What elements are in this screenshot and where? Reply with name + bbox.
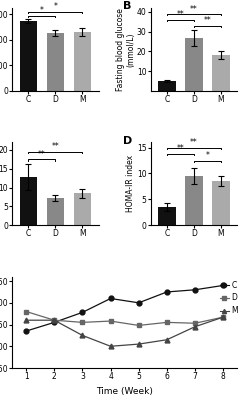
Bar <box>212 181 230 225</box>
C <box>222 283 225 288</box>
D <box>109 319 112 324</box>
C <box>165 290 168 294</box>
M <box>194 324 197 329</box>
Line: D: D <box>24 309 226 328</box>
M <box>81 333 84 338</box>
Text: *: * <box>53 2 57 12</box>
Text: B: B <box>123 1 131 11</box>
Text: *: * <box>205 151 209 160</box>
Legend: C, D, M: C, D, M <box>220 280 238 315</box>
Bar <box>212 55 230 91</box>
C <box>25 329 28 334</box>
Text: *: * <box>40 6 44 15</box>
Text: **: ** <box>190 4 198 14</box>
M <box>222 315 225 320</box>
C <box>194 287 197 292</box>
M <box>109 344 112 349</box>
Bar <box>185 176 203 225</box>
D <box>165 320 168 325</box>
C <box>53 320 56 325</box>
Line: C: C <box>24 283 226 334</box>
D <box>137 323 140 328</box>
C <box>109 296 112 301</box>
Text: D: D <box>123 136 132 146</box>
D <box>81 320 84 325</box>
Line: M: M <box>24 315 226 349</box>
Bar <box>47 33 64 91</box>
Bar <box>158 207 176 225</box>
Text: **: ** <box>176 10 184 20</box>
D <box>53 318 56 323</box>
Text: **: ** <box>204 16 211 25</box>
M <box>165 337 168 342</box>
Bar <box>20 177 37 225</box>
Bar <box>185 38 203 91</box>
M <box>53 318 56 323</box>
X-axis label: Time (Week): Time (Week) <box>96 387 153 396</box>
Text: **: ** <box>190 138 198 147</box>
C <box>137 300 140 305</box>
Y-axis label: Fasting blood glucose
(mmol/L): Fasting blood glucose (mmol/L) <box>116 8 135 91</box>
Bar <box>158 81 176 91</box>
Text: **: ** <box>52 142 59 151</box>
C <box>81 310 84 315</box>
Bar <box>74 32 91 91</box>
Bar <box>47 198 64 225</box>
M <box>25 318 28 323</box>
D <box>194 321 197 326</box>
Text: **: ** <box>38 150 46 159</box>
Text: **: ** <box>176 144 184 153</box>
Bar <box>20 21 37 91</box>
D <box>222 315 225 320</box>
D <box>25 309 28 314</box>
Y-axis label: HOMA-IR index: HOMA-IR index <box>126 155 136 212</box>
Bar <box>74 193 91 225</box>
M <box>137 342 140 346</box>
